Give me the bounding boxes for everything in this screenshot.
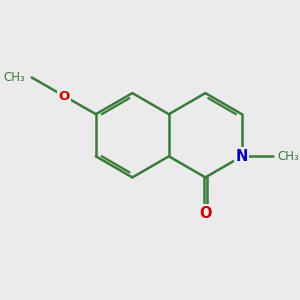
Text: CH₃: CH₃ [278, 150, 299, 163]
Text: O: O [58, 90, 70, 103]
Text: CH₃: CH₃ [4, 71, 26, 84]
Text: O: O [199, 206, 212, 221]
Text: N: N [236, 149, 248, 164]
